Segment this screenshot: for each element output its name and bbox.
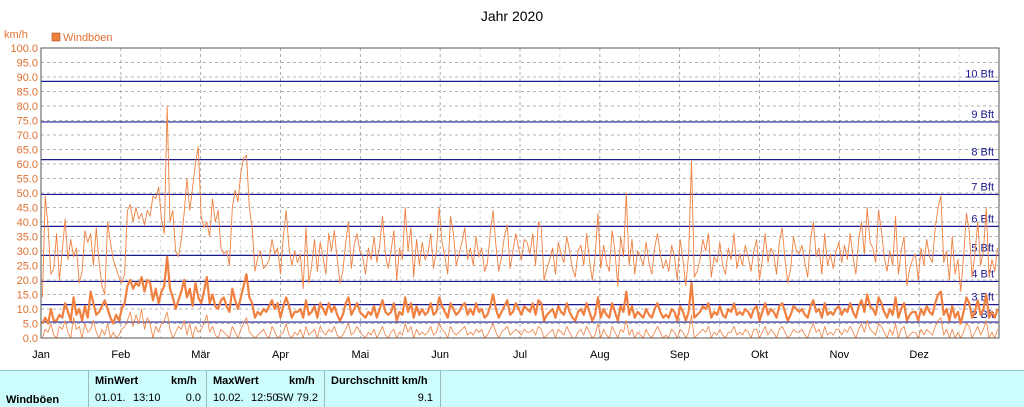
y-tick-label: 90.0 <box>17 72 38 84</box>
y-tick-label: 25.0 <box>17 261 38 273</box>
x-tick-label: Aug <box>590 349 610 361</box>
x-tick-label: Dez <box>909 349 929 361</box>
y-tick-label: 15.0 <box>17 290 38 302</box>
y-tick-label: 60.0 <box>17 159 38 171</box>
y-tick-label: 80.0 <box>17 101 38 113</box>
y-tick-label: 40.0 <box>17 217 38 229</box>
beaufort-label: 4 Bft <box>971 268 994 280</box>
series-line-daily-mins <box>41 308 999 339</box>
y-tick-label: 85.0 <box>17 87 38 99</box>
y-axis: 0.0 5.0 10.0 15.0 20.0 25.0 30.0 35.0 40.0 45.0 50… <box>10 43 38 345</box>
beaufort-label: 10 Bft <box>965 68 994 80</box>
beaufort-label: 8 Bft <box>971 147 994 159</box>
y-tick-label: 55.0 <box>17 174 38 186</box>
beaufort-label: 3 Bft <box>971 292 994 304</box>
min-date: 01.01. <box>95 392 126 404</box>
statistics-bar: Windböen MinWert km/h 01.01. 13:10 0.0 M… <box>0 370 1024 407</box>
x-tick-label: Feb <box>111 349 130 361</box>
y-tick-label: 100.0 <box>10 43 38 55</box>
min-time: 13:10 <box>133 392 161 404</box>
series-layer <box>41 105 999 339</box>
beaufort-label: 9 Bft <box>971 109 994 121</box>
y-axis-unit: km/h <box>4 29 28 41</box>
max-header: MaxWert <box>213 375 259 387</box>
beaufort-label: 6 Bft <box>971 213 994 225</box>
x-tick-label: Sep <box>670 349 690 361</box>
x-tick-label: Jun <box>431 349 449 361</box>
stats-series-label: Windböen <box>6 394 60 406</box>
min-unit: km/h <box>171 375 197 387</box>
x-tick-label: Nov <box>830 349 850 361</box>
plot-frame <box>40 47 1000 339</box>
y-tick-label: 35.0 <box>17 232 38 244</box>
y-tick-label: 70.0 <box>17 130 38 142</box>
max-time: 12:50 <box>251 392 279 404</box>
y-tick-label: 50.0 <box>17 188 38 200</box>
min-value: 0.0 <box>185 392 201 404</box>
y-tick-label: 95.0 <box>17 58 38 70</box>
max-unit: km/h <box>289 375 315 387</box>
legend-label: Windböen <box>63 32 113 44</box>
x-tick-label: Apr <box>272 349 289 361</box>
x-tick-label: Okt <box>751 349 768 361</box>
x-tick-label: Jul <box>513 349 527 361</box>
grid <box>41 48 999 338</box>
stats-max-cell: MaxWert km/h 10.02. 12:50 SW 79.2 <box>206 371 325 407</box>
x-tick-label: Mai <box>351 349 369 361</box>
avg-value: 9.1 <box>417 392 433 404</box>
y-tick-label: 75.0 <box>17 116 38 128</box>
x-axis: Jan Feb Mär Apr Mai Jun Jul Aug Sep Okt Nov Dez <box>32 349 929 361</box>
y-tick-label: 45.0 <box>17 203 38 215</box>
y-tick-label: 0.0 <box>23 333 38 345</box>
min-header: MinWert <box>95 375 139 387</box>
stats-avg-cell: Durchschnitt km/h 9.1 <box>324 371 441 407</box>
x-tick-label: Jan <box>32 349 50 361</box>
beaufort-label: 7 Bft <box>971 181 994 193</box>
chart-title: Jahr 2020 <box>481 8 543 24</box>
series-line-max-gusts <box>41 105 999 298</box>
stats-divider <box>440 371 441 407</box>
avg-header: Durchschnitt km/h <box>331 375 428 387</box>
y-tick-label: 20.0 <box>17 275 38 287</box>
legend-swatch <box>51 32 61 42</box>
max-date: 10.02. <box>213 392 244 404</box>
series-line-daily-means <box>41 255 999 325</box>
y-tick-label: 5.0 <box>23 319 38 331</box>
x-tick-label: Mär <box>191 349 210 361</box>
stats-min-cell: MinWert km/h 01.01. 13:10 0.0 <box>88 371 207 407</box>
y-tick-label: 10.0 <box>17 304 38 316</box>
max-value: SW 79.2 <box>275 392 318 404</box>
y-tick-label: 30.0 <box>17 246 38 258</box>
y-tick-label: 65.0 <box>17 145 38 157</box>
